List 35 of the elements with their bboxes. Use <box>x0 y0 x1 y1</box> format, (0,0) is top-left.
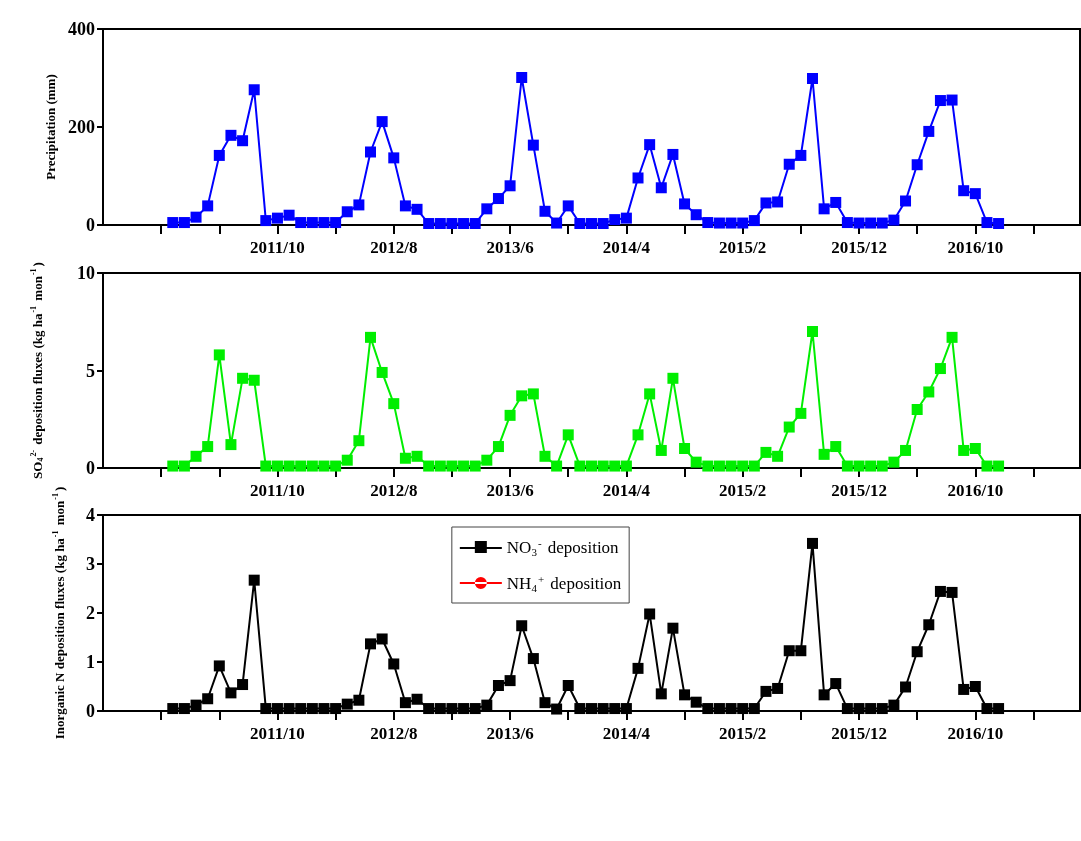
x-tick-label: 2016/10 <box>947 724 1004 743</box>
y-tick-label: 0 <box>86 701 95 721</box>
y-tick-label: 3 <box>86 554 95 574</box>
x-tick-label: 2015/2 <box>719 724 767 743</box>
x-tick-label: 2016/10 <box>947 481 1004 500</box>
x-tick-label: 2013/6 <box>486 238 534 257</box>
x-tick-label: 2015/2 <box>719 238 767 257</box>
y-axis-title: Precipitation (mm) <box>43 74 59 180</box>
x-tick-label: 2013/6 <box>486 724 534 743</box>
x-tick-label: 2014/4 <box>602 238 651 257</box>
x-tick-label: 2015/2 <box>719 481 767 500</box>
x-tick-label: 2016/10 <box>947 238 1004 257</box>
y-tick-label: 400 <box>68 19 95 39</box>
x-tick-label: 2014/4 <box>602 724 651 743</box>
x-tick-label: 2015/12 <box>831 724 887 743</box>
x-tick-label: 2013/6 <box>486 481 534 500</box>
x-tick-label: 2012/8 <box>370 238 418 257</box>
y-tick-label: 2 <box>86 603 95 623</box>
x-tick-label: 2012/8 <box>370 724 418 743</box>
y-tick-label: 10 <box>77 263 95 283</box>
x-tick-label: 2011/10 <box>250 238 305 257</box>
y-tick-label: 5 <box>86 360 95 381</box>
y-axis-title: Inorganic N deposition fluxes (kg ha-1 mon-1) <box>51 486 67 740</box>
x-tick-label: 2012/8 <box>370 481 418 500</box>
y-tick-label: 0 <box>86 215 95 235</box>
y-tick-label: 4 <box>86 505 95 525</box>
y-tick-label: 0 <box>86 458 95 478</box>
y-axis-title: SO42- deposition fluxes (kg ha-1 mon-1) <box>29 262 45 479</box>
x-tick-label: 2011/10 <box>250 724 305 743</box>
x-tick-label: 2014/4 <box>602 481 651 500</box>
x-tick-label: 2011/10 <box>250 481 305 500</box>
y-tick-label: 200 <box>68 117 95 137</box>
x-tick-label: 2015/12 <box>831 238 887 257</box>
x-tick-label: 2015/12 <box>831 481 887 500</box>
y-tick-label: 1 <box>86 652 95 672</box>
